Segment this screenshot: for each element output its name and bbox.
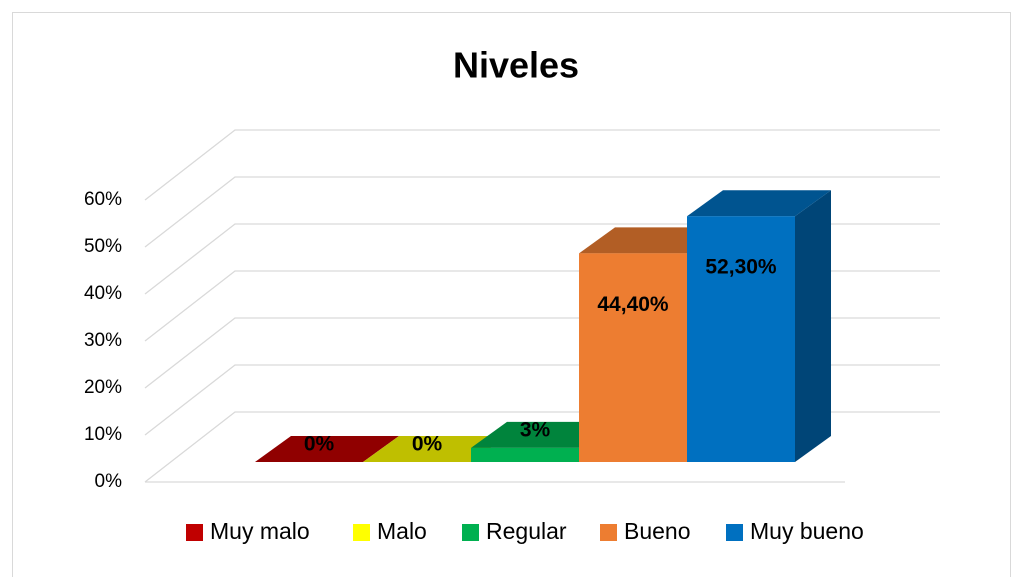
chart-title: Niveles	[453, 45, 579, 86]
legend-swatch	[600, 524, 617, 541]
y-tick-label: 30%	[84, 330, 122, 351]
y-tick-label: 50%	[84, 236, 122, 257]
data-label: 0%	[412, 433, 443, 456]
legend-label: Bueno	[624, 518, 691, 544]
data-label: 52,30%	[705, 256, 777, 279]
bar	[687, 216, 795, 462]
y-tick-label: 40%	[84, 283, 122, 304]
legend-label: Regular	[486, 518, 567, 544]
bar-top	[687, 190, 831, 217]
data-label: 0%	[304, 433, 335, 456]
chart-frame	[12, 12, 1011, 577]
legend-swatch	[462, 524, 479, 541]
legend-swatch	[186, 524, 203, 541]
grid-line	[144, 176, 940, 248]
y-tick-label: 10%	[84, 424, 122, 445]
bar	[579, 253, 687, 462]
bar	[471, 447, 579, 462]
y-tick-label: 20%	[84, 377, 122, 398]
legend-label: Muy bueno	[750, 518, 864, 544]
bar-side	[795, 190, 831, 462]
legend-swatch	[726, 524, 743, 541]
legend-label: Muy malo	[210, 518, 310, 544]
legend-swatch	[353, 524, 370, 541]
data-label: 44,40%	[597, 293, 669, 316]
legend-label: Malo	[377, 518, 427, 544]
data-label: 3%	[520, 418, 551, 441]
y-tick-label: 60%	[84, 189, 122, 210]
bar-top	[255, 436, 399, 462]
grid-line	[144, 129, 940, 201]
y-tick-label: 0%	[95, 471, 123, 492]
